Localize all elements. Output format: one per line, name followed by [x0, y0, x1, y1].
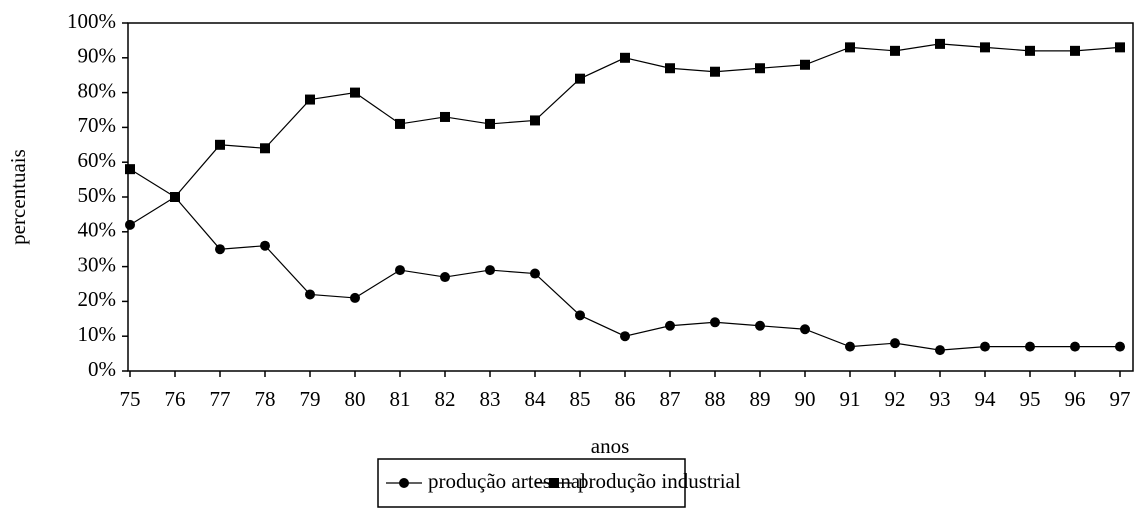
data-point [620, 331, 630, 342]
x-tick-label: 81 [390, 387, 411, 411]
y-tick-label: 60% [78, 148, 117, 172]
y-tick-label: 20% [78, 287, 117, 311]
x-tick-label: 93 [930, 387, 951, 411]
data-point [350, 87, 360, 98]
data-point [440, 272, 450, 283]
data-point [800, 59, 810, 70]
data-point [890, 338, 900, 349]
y-tick-label: 100% [67, 9, 116, 33]
data-point [1070, 45, 1080, 56]
x-tick-label: 95 [1020, 387, 1041, 411]
y-tick-label: 50% [78, 183, 117, 207]
data-point [530, 115, 540, 126]
x-tick-label: 76 [165, 387, 186, 411]
x-tick-label: 85 [570, 387, 591, 411]
x-tick-label: 90 [795, 387, 816, 411]
legend-marker [549, 478, 559, 488]
data-point [845, 341, 855, 352]
data-point [1025, 341, 1035, 352]
x-tick-label: 83 [480, 387, 501, 411]
data-point [665, 63, 675, 74]
data-point [305, 289, 315, 300]
data-point [395, 265, 405, 276]
y-tick-label: 10% [78, 322, 117, 346]
data-point [350, 292, 360, 303]
x-tick-label: 92 [885, 387, 906, 411]
x-tick-label: 77 [210, 387, 231, 411]
data-point [980, 341, 990, 352]
data-point [395, 118, 405, 129]
data-point [1070, 341, 1080, 352]
x-tick-label: 87 [660, 387, 681, 411]
data-point [305, 94, 315, 105]
data-point [755, 320, 765, 331]
legend-label: produção artesanal [428, 469, 586, 493]
data-point [1115, 341, 1125, 352]
data-point [125, 164, 135, 175]
y-tick-label: 80% [78, 78, 117, 102]
data-point [440, 111, 450, 122]
data-point [575, 73, 585, 84]
data-point [710, 66, 720, 77]
plot-frame [127, 22, 1134, 372]
data-point [1115, 42, 1125, 53]
series-line [129, 43, 1121, 198]
data-point [890, 45, 900, 56]
x-tick-label: 89 [750, 387, 771, 411]
data-point [845, 42, 855, 53]
y-tick-label: 70% [78, 113, 117, 137]
x-tick-label: 86 [615, 387, 636, 411]
data-point [620, 52, 630, 63]
legend-box [377, 458, 686, 508]
y-axis-title: percentuais [6, 149, 30, 245]
x-tick-label: 97 [1110, 387, 1131, 411]
x-axis-title: anos [591, 434, 630, 458]
data-point [485, 265, 495, 276]
data-point [485, 118, 495, 129]
x-tick-label: 80 [345, 387, 366, 411]
x-tick-label: 96 [1065, 387, 1086, 411]
data-point [575, 310, 585, 321]
data-point [800, 324, 810, 335]
data-point [170, 192, 180, 202]
y-tick-label: 30% [78, 252, 117, 276]
legend-label: produção industrial [578, 469, 741, 493]
data-point [935, 38, 945, 49]
data-point [125, 219, 135, 230]
x-tick-label: 84 [525, 387, 547, 411]
x-tick-label: 94 [975, 387, 997, 411]
data-point [530, 268, 540, 279]
data-point [215, 244, 225, 255]
data-point [710, 317, 720, 328]
data-point [665, 320, 675, 331]
x-tick-label: 78 [255, 387, 276, 411]
series-line [129, 196, 1120, 351]
data-point [260, 143, 270, 154]
y-tick-label: 40% [78, 218, 117, 242]
data-point [935, 345, 945, 356]
x-tick-label: 88 [705, 387, 726, 411]
x-tick-label: 82 [435, 387, 456, 411]
data-point [755, 63, 765, 74]
data-point [215, 139, 225, 150]
x-tick-label: 79 [300, 387, 321, 411]
data-point [260, 240, 270, 251]
x-tick-label: 91 [840, 387, 861, 411]
legend-marker [399, 478, 409, 488]
x-tick-label: 75 [120, 387, 141, 411]
y-tick-label: 0% [88, 357, 116, 381]
y-tick-label: 90% [78, 44, 117, 68]
data-point [980, 42, 990, 53]
data-point [1025, 45, 1035, 56]
